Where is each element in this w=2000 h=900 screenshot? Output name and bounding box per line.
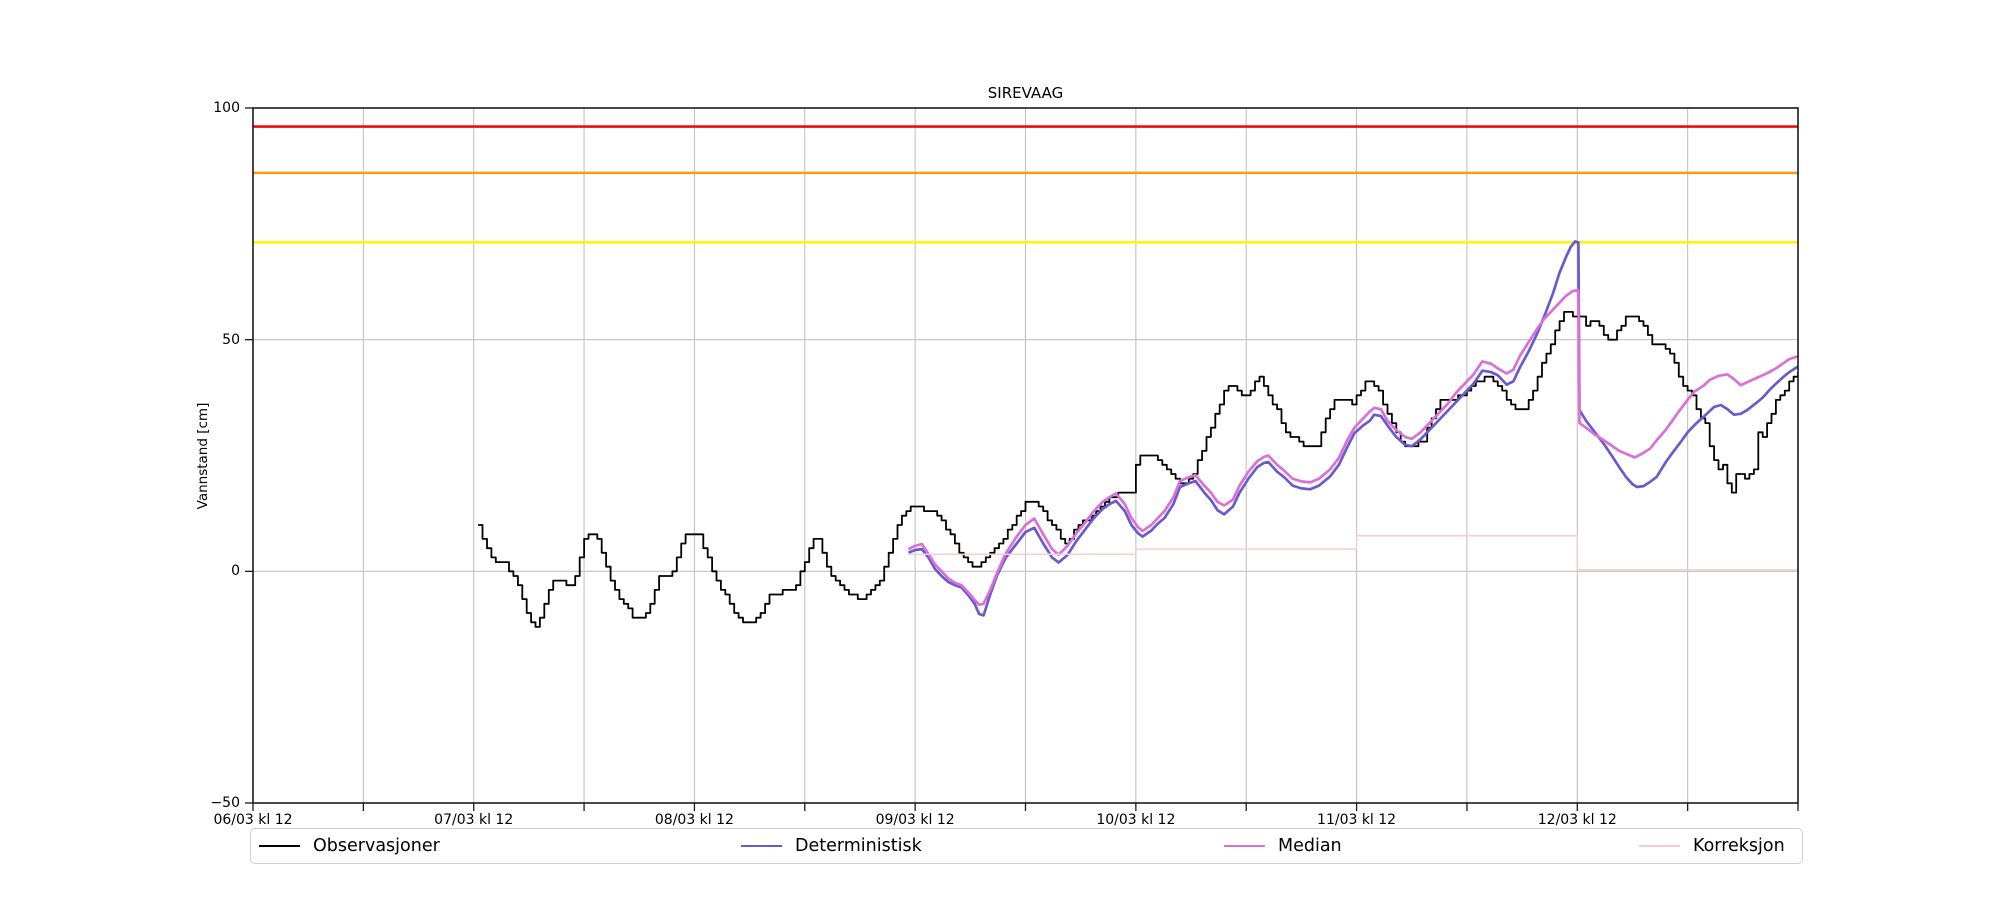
legend-line-swatch-icon xyxy=(741,844,782,848)
y-tick-label: 0 xyxy=(231,563,240,580)
series-deterministisk xyxy=(907,240,1798,617)
legend-label: Deterministisk xyxy=(795,836,922,856)
x-tick-label: 06/03 kl 12 xyxy=(213,812,293,828)
legend-item-median: Median xyxy=(1224,829,1342,863)
legend-line-swatch-icon xyxy=(1639,845,1680,847)
y-axis-label: Vannstand [cm] xyxy=(195,402,211,510)
x-tick-label: 12/03 kl 12 xyxy=(1537,812,1617,828)
x-tick-label: 10/03 kl 12 xyxy=(1096,812,1176,828)
legend: Observasjoner Deterministisk Median Korreks… xyxy=(250,828,1803,864)
legend-line-swatch-icon xyxy=(259,845,300,847)
series-median xyxy=(907,288,1798,607)
legend-item-deterministisk: Deterministisk xyxy=(741,829,922,863)
series-observasjoner xyxy=(478,311,1798,628)
legend-line-swatch-icon xyxy=(1224,844,1265,848)
legend-label: Korreksjon xyxy=(1693,836,1785,856)
tick-marks xyxy=(245,107,1799,811)
x-tick-label: 09/03 kl 12 xyxy=(875,812,955,828)
x-tick-label: 11/03 kl 12 xyxy=(1317,812,1397,828)
legend-item-observasjoner: Observasjoner xyxy=(259,829,440,863)
y-tick-label: 100 xyxy=(213,100,240,116)
x-tick-label: 07/03 kl 12 xyxy=(434,812,514,828)
y-tick-label: −50 xyxy=(210,795,240,811)
y-tick-label: 50 xyxy=(222,331,240,348)
series-korreksjon xyxy=(908,534,1798,571)
gridlines xyxy=(253,108,1798,803)
x-tick-label: 08/03 kl 12 xyxy=(654,812,734,828)
legend-label: Median xyxy=(1278,836,1342,856)
legend-label: Observasjoner xyxy=(313,836,440,856)
legend-item-korreksjon: Korreksjon xyxy=(1639,829,1785,863)
chart-title: SIREVAAG xyxy=(987,84,1064,102)
